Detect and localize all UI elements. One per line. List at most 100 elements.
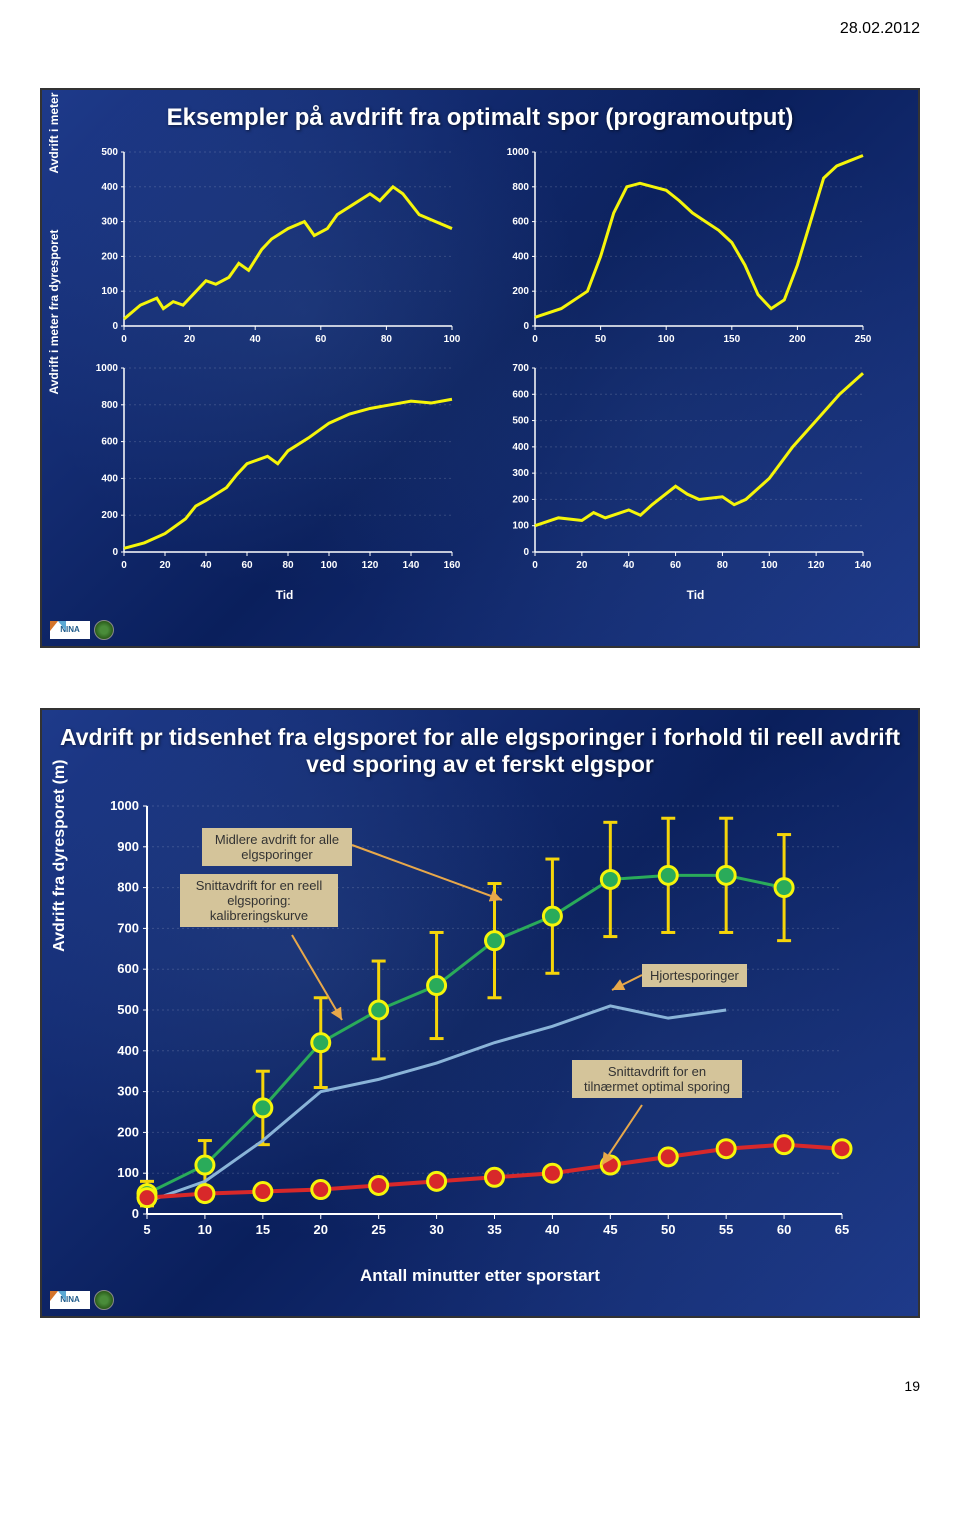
- svg-text:40: 40: [545, 1222, 559, 1237]
- svg-text:1000: 1000: [110, 798, 139, 813]
- svg-text:100: 100: [658, 334, 675, 345]
- svg-text:900: 900: [117, 839, 139, 854]
- chart-cell-3: Avdrift i meter fra dyresporet 020040060…: [82, 360, 487, 580]
- svg-text:500: 500: [117, 1002, 139, 1017]
- svg-text:300: 300: [512, 468, 529, 479]
- svg-text:400: 400: [512, 442, 529, 453]
- logo-block-2: NINA: [50, 1290, 114, 1310]
- svg-text:60: 60: [315, 334, 327, 345]
- svg-text:300: 300: [117, 1084, 139, 1099]
- svg-text:40: 40: [250, 334, 262, 345]
- svg-text:100: 100: [117, 1165, 139, 1180]
- slide-2: Avdrift pr tidsenhet fra elgsporet for a…: [40, 708, 920, 1318]
- svg-text:300: 300: [101, 217, 118, 228]
- svg-text:0: 0: [112, 547, 118, 558]
- svg-text:10: 10: [198, 1222, 212, 1237]
- svg-text:80: 80: [381, 334, 393, 345]
- svg-text:200: 200: [789, 334, 806, 345]
- svg-text:20: 20: [576, 560, 588, 571]
- svg-text:700: 700: [117, 920, 139, 935]
- page-number: 19: [40, 1378, 920, 1394]
- svg-text:0: 0: [112, 321, 118, 332]
- slide-1: Eksempler på avdrift fra optimalt spor (…: [40, 88, 920, 648]
- svg-text:80: 80: [717, 560, 729, 571]
- svg-text:0: 0: [132, 1206, 139, 1221]
- svg-text:150: 150: [723, 334, 740, 345]
- slide1-title: Eksempler på avdrift fra optimalt spor (…: [42, 90, 918, 138]
- y-axis-label-bl: Avdrift i meter fra dyresporet: [47, 230, 61, 395]
- svg-text:100: 100: [321, 560, 338, 571]
- chart-3: 0 200 400 600 800 1000 0 20 40 60 80 100 120 140 160: [82, 360, 462, 580]
- svg-text:600: 600: [512, 217, 529, 228]
- svg-text:0: 0: [523, 547, 529, 558]
- slide2-chart-area: Avdrift fra dyresporet (m) 0100200300400…: [42, 784, 918, 1294]
- svg-text:120: 120: [808, 560, 825, 571]
- slide2-title: Avdrift pr tidsenhet fra elgsporet for a…: [42, 710, 918, 784]
- chart-1: 0100200300400500020406080100: [82, 144, 462, 354]
- svg-text:55: 55: [719, 1222, 733, 1237]
- svg-text:800: 800: [117, 880, 139, 895]
- svg-text:140: 140: [855, 560, 872, 571]
- chart-2: 02004006008001000050100150200250: [493, 144, 873, 354]
- svg-text:400: 400: [512, 251, 529, 262]
- chart-4: 0100200300400500600700020406080100120140: [493, 360, 873, 580]
- svg-text:20: 20: [159, 560, 171, 571]
- callout-snitt1: Snittavdrift for en reell elgsporing: ka…: [180, 874, 338, 927]
- svg-text:20: 20: [314, 1222, 328, 1237]
- svg-text:200: 200: [512, 286, 529, 297]
- svg-text:400: 400: [101, 182, 118, 193]
- slide2-x-axis-label: Antall minutter etter sporstart: [360, 1266, 600, 1286]
- x-axis-label-br: Tid: [687, 588, 705, 602]
- svg-text:0: 0: [523, 321, 529, 332]
- x-axis-label-bl: Tid: [276, 588, 294, 602]
- nina-logo-2: NINA: [50, 1291, 90, 1309]
- svg-text:100: 100: [761, 560, 778, 571]
- svg-text:0: 0: [532, 334, 538, 345]
- svg-text:800: 800: [101, 400, 118, 411]
- svg-text:140: 140: [403, 560, 420, 571]
- svg-text:100: 100: [444, 334, 461, 345]
- svg-text:5: 5: [143, 1222, 150, 1237]
- document-date: 28.02.2012: [40, 20, 920, 38]
- svg-text:600: 600: [101, 437, 118, 448]
- svg-text:50: 50: [595, 334, 607, 345]
- star-logo: [94, 620, 114, 640]
- svg-text:40: 40: [623, 560, 635, 571]
- svg-text:35: 35: [487, 1222, 501, 1237]
- chart-cell-1: Avdrift i meter fra dyresporet 010020030…: [82, 144, 487, 354]
- svg-text:0: 0: [121, 560, 127, 571]
- svg-text:50: 50: [661, 1222, 675, 1237]
- svg-text:45: 45: [603, 1222, 617, 1237]
- svg-text:400: 400: [101, 473, 118, 484]
- svg-text:60: 60: [241, 560, 253, 571]
- svg-text:15: 15: [256, 1222, 270, 1237]
- svg-text:1000: 1000: [96, 363, 119, 374]
- callout-midlere: Midlere avdrift for alle elgsporinger: [202, 828, 352, 866]
- nina-logo: NINA: [50, 621, 90, 639]
- svg-text:100: 100: [512, 521, 529, 532]
- svg-text:25: 25: [371, 1222, 385, 1237]
- svg-text:120: 120: [362, 560, 379, 571]
- svg-text:600: 600: [512, 389, 529, 400]
- slide2-y-axis-label: Avdrift fra dyresporet (m): [51, 760, 69, 952]
- svg-text:30: 30: [429, 1222, 443, 1237]
- svg-text:200: 200: [512, 494, 529, 505]
- svg-text:200: 200: [101, 510, 118, 521]
- svg-text:80: 80: [282, 560, 294, 571]
- svg-text:250: 250: [855, 334, 872, 345]
- svg-text:40: 40: [200, 560, 212, 571]
- chart-cell-4: 0100200300400500600700020406080100120140…: [493, 360, 898, 580]
- svg-text:700: 700: [512, 363, 529, 374]
- callout-snitt2: Snittavdrift for en tilnærmet optimal sp…: [572, 1060, 742, 1098]
- svg-text:160: 160: [444, 560, 461, 571]
- svg-text:800: 800: [512, 182, 529, 193]
- svg-text:400: 400: [117, 1043, 139, 1058]
- svg-text:20: 20: [184, 334, 196, 345]
- svg-text:65: 65: [835, 1222, 849, 1237]
- svg-text:0: 0: [532, 560, 538, 571]
- svg-text:500: 500: [512, 416, 529, 427]
- svg-text:200: 200: [101, 251, 118, 262]
- star-logo-2: [94, 1290, 114, 1310]
- y-axis-label-tl: Avdrift i meter fra dyresporet: [47, 88, 61, 174]
- chart-cell-2: 02004006008001000050100150200250: [493, 144, 898, 354]
